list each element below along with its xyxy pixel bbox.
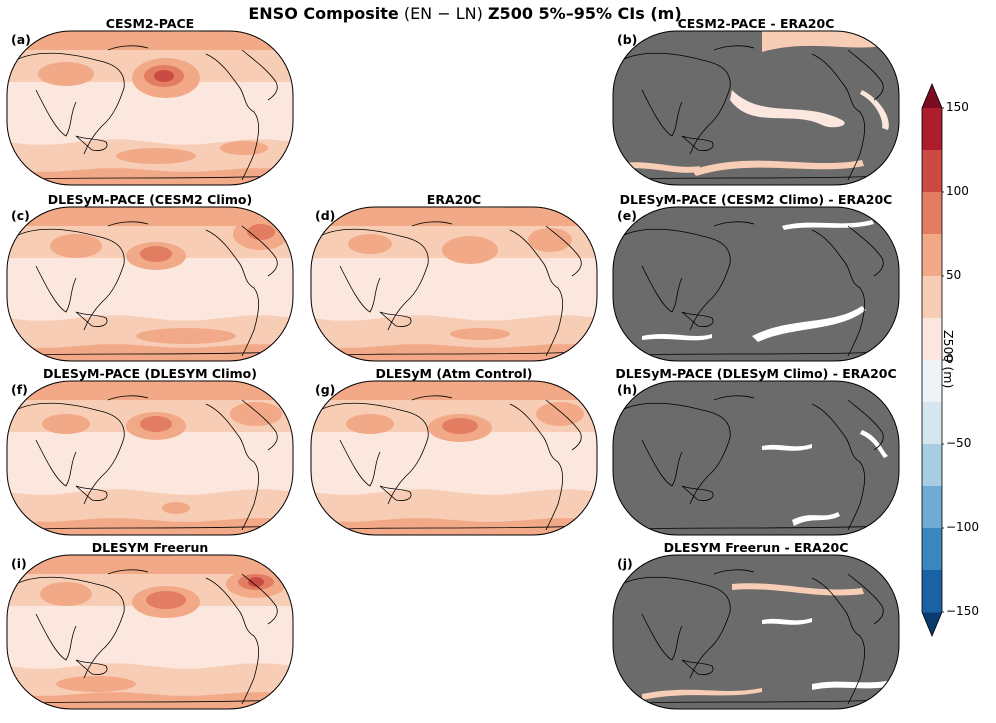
panel-title: DLESyM (Atm Control) xyxy=(375,366,533,381)
map-g xyxy=(310,380,598,536)
colorbar-bin xyxy=(922,108,942,151)
panel-label: (j) xyxy=(617,556,633,571)
panel-title: CESM2-PACE - ERA20C xyxy=(677,16,835,31)
panel-title: DLESYM Freerun - ERA20C xyxy=(663,540,849,555)
colorbar-extend-min xyxy=(922,612,942,636)
panel-label: (e) xyxy=(617,208,637,223)
panel-label: (g) xyxy=(315,382,336,397)
map-panel-g: DLESyM (Atm Control) (g) xyxy=(310,366,598,538)
colorbar-tick-label: 150 xyxy=(946,100,969,114)
panel-title: DLESyM-PACE (CESM2 Climo) xyxy=(47,192,253,207)
map-panel-e: DLESyM-PACE (CESM2 Climo) - ERA20C (e) xyxy=(612,192,900,364)
panel-label: (h) xyxy=(617,382,638,397)
panel-title: DLESYM Freerun xyxy=(91,540,209,555)
title-part-2: (EN − LN) xyxy=(403,4,483,23)
panel-title: CESM2-PACE xyxy=(105,16,195,31)
map-f xyxy=(6,380,294,536)
map-h xyxy=(612,380,900,536)
panel-label: (b) xyxy=(617,32,638,47)
colorbar-tick-label: −100 xyxy=(946,520,979,534)
map-panel-i: DLESYM Freerun (i) xyxy=(6,540,294,712)
colorbar-bin xyxy=(922,150,942,193)
panel-title: ERA20C xyxy=(426,192,482,207)
map-j xyxy=(612,554,900,710)
colorbar-label: Z500 (m) xyxy=(941,330,956,389)
panel-label: (d) xyxy=(315,208,336,223)
colorbar-bin xyxy=(922,318,942,361)
figure-title: ENSO Composite (EN − LN) Z500 5%–95% CIs… xyxy=(0,4,930,23)
colorbar-tick-label: 50 xyxy=(946,268,962,282)
panel-label: (i) xyxy=(11,556,27,571)
colorbar-tick-label: −50 xyxy=(946,436,972,450)
colorbar-bin xyxy=(922,402,942,445)
colorbar-bin xyxy=(922,486,942,529)
colorbar-tick-label: 100 xyxy=(946,184,969,198)
panel-label: (c) xyxy=(11,208,30,223)
colorbar-tick-label: −150 xyxy=(946,604,979,618)
map-panel-d: ERA20C (d) xyxy=(310,192,598,364)
colorbar-bin xyxy=(922,276,942,319)
map-e xyxy=(612,206,900,362)
map-panel-j: DLESYM Freerun - ERA20C (j) xyxy=(612,540,900,712)
map-i xyxy=(6,554,294,710)
map-a xyxy=(6,30,294,186)
panel-title: DLESyM-PACE (DLESYM Climo) xyxy=(43,366,257,381)
colorbar xyxy=(921,82,944,638)
panel-title: DLESyM-PACE (CESM2 Climo) - ERA20C xyxy=(619,192,893,207)
map-panel-h: DLESyM-PACE (DLESyM Climo) - ERA20C (h) xyxy=(612,366,900,538)
colorbar-bin xyxy=(922,234,942,277)
map-panel-a: CESM2-PACE (a) xyxy=(6,16,294,188)
map-panel-c: DLESyM-PACE (CESM2 Climo) (c) xyxy=(6,192,294,364)
map-d xyxy=(310,206,598,362)
panel-label: (a) xyxy=(11,32,31,47)
colorbar-bin xyxy=(922,192,942,235)
title-part-1: ENSO Composite xyxy=(248,4,399,23)
map-panel-b: CESM2-PACE - ERA20C (b) xyxy=(612,16,900,188)
map-panel-f: DLESyM-PACE (DLESYM Climo) (f) xyxy=(6,366,294,538)
title-part-3: Z500 5%–95% CIs (m) xyxy=(487,4,682,23)
colorbar-bin xyxy=(922,444,942,487)
colorbar-extend-max xyxy=(922,84,942,108)
panel-label: (f) xyxy=(11,382,28,397)
map-c xyxy=(6,206,294,362)
colorbar-tick-label: 0 xyxy=(946,352,954,366)
panel-title: DLESyM-PACE (DLESyM Climo) - ERA20C xyxy=(615,366,897,381)
colorbar-bin xyxy=(922,570,942,613)
map-b xyxy=(612,30,900,186)
colorbar-bin xyxy=(922,360,942,403)
colorbar-bin xyxy=(922,528,942,571)
